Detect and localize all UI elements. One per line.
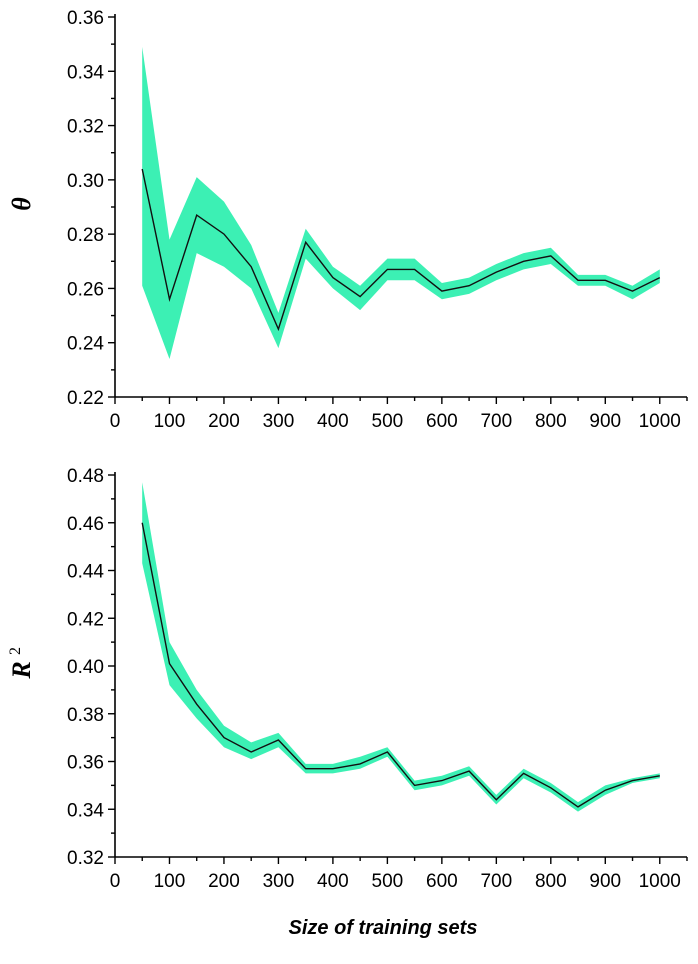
y-tick-label: 0.32 [67, 848, 104, 869]
x-tick-label: 500 [372, 411, 404, 432]
y-tick-label: 0.32 [67, 117, 104, 138]
x-tick-label: 400 [317, 871, 349, 892]
x-tick-label: 200 [208, 411, 240, 432]
x-tick-label: 500 [372, 871, 404, 892]
x-tick-label: 600 [426, 411, 458, 432]
r2-axis-label-main: R [7, 661, 36, 679]
y-tick-label: 0.36 [67, 753, 104, 774]
x-tick-label: 400 [317, 411, 349, 432]
y-tick-label: 0.40 [67, 657, 104, 678]
y-tick-label: 0.38 [67, 705, 104, 726]
x-tick-label: 100 [154, 871, 186, 892]
x-tick-label: 800 [535, 871, 567, 892]
x-tick-label: 200 [208, 871, 240, 892]
y-tick-label: 0.34 [67, 800, 104, 821]
mean-line [141, 522, 660, 808]
x-tick-label: 1000 [639, 871, 681, 892]
y-tick-label: 0.36 [67, 8, 104, 29]
x-tick-label: 900 [589, 871, 621, 892]
x-tick-label: 0 [110, 871, 121, 892]
x-tick-label: 800 [535, 411, 567, 432]
r2-panel: 0.32 0.34 0.36 0.38 0.40 0.42 0.44 0.46 0.48 0 100… [67, 466, 688, 892]
x-tick-label: 100 [154, 411, 186, 432]
y-tick-label: 0.42 [67, 609, 104, 630]
theta-panel: 0.22 0.24 0.26 0.28 0.30 0.32 0.34 0.36 0 100 200 3… [67, 8, 688, 432]
confidence-band [142, 46, 660, 360]
y-tick-label: 0.30 [67, 171, 104, 192]
x-tick-label: 900 [589, 411, 621, 432]
y-tick-label: 0.46 [67, 514, 104, 535]
x-tick-label: 600 [426, 871, 458, 892]
y-tick-label: 0.44 [67, 562, 104, 583]
y-tick-label: 0.26 [67, 279, 104, 300]
y-tick-label: 0.34 [67, 62, 104, 83]
r2-axis-label: R 2 [7, 647, 36, 680]
y-tick-label: 0.48 [67, 466, 104, 487]
y-tick-label: 0.28 [67, 225, 104, 246]
x-tick-label: 700 [480, 411, 512, 432]
x-tick-label: 700 [480, 871, 512, 892]
confidence-band [142, 482, 660, 812]
mean-line [141, 168, 661, 332]
y-tick-label: 0.22 [67, 388, 104, 409]
x-tick-label: 300 [263, 411, 295, 432]
x-tick-label: 1000 [639, 411, 681, 432]
theta-axis-label: θ [7, 197, 36, 211]
x-axis-title: Size of training sets [289, 917, 478, 939]
r2-axis-label-sup: 2 [7, 647, 24, 655]
x-tick-label: 0 [110, 411, 121, 432]
x-tick-label: 300 [263, 871, 295, 892]
y-tick-label: 0.24 [67, 334, 104, 355]
